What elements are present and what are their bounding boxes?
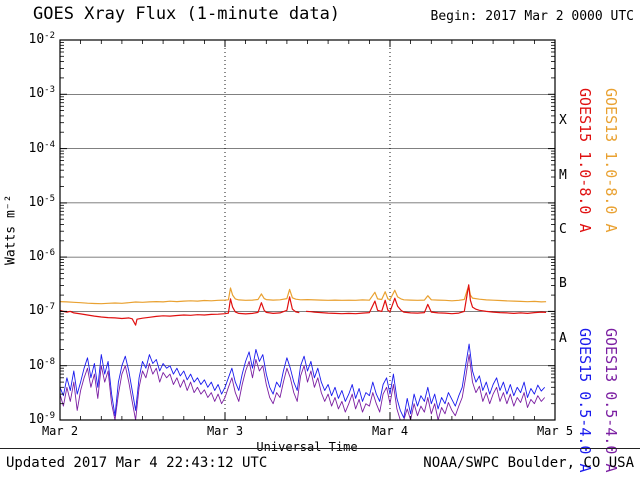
flare-class-label: C: [559, 222, 567, 237]
y-tick-label: 10-2: [28, 31, 56, 47]
series-label-goes13-short: GOES13 0.5-4.0 A: [602, 328, 620, 473]
series-label-goes13-long: GOES13 1.0-8.0 A: [602, 88, 620, 233]
x-tick-label: Mar 2: [41, 424, 79, 438]
y-tick-label: 10-6: [28, 248, 56, 265]
y-tick-label: 10-4: [28, 139, 56, 156]
updated-timestamp: Updated 2017 Mar 4 22:43:12 UTC: [6, 455, 268, 471]
y-tick-label: 10-7: [28, 302, 56, 319]
flare-class-label: A: [559, 330, 567, 346]
series-label-goes15-long: GOES15 1.0-8.0 A: [576, 88, 594, 233]
y-tick-label: 10-3: [28, 85, 56, 102]
x-tick-label: Mar 5: [536, 424, 574, 438]
chart-title: GOES Xray Flux (1-minute data): [33, 4, 341, 24]
y-tick-label: 10-9: [28, 411, 56, 427]
data-source: NOAA/SWPC Boulder, CO USA: [423, 455, 634, 471]
flare-class-label: B: [559, 276, 567, 292]
x-tick-label: Mar 4: [371, 424, 409, 438]
y-tick-label: 10-8: [28, 356, 56, 373]
flare-class-label: M: [559, 167, 567, 183]
flare-class-label: X: [559, 113, 567, 129]
footer-divider: [0, 448, 640, 449]
y-axis-label: Watts m⁻²: [3, 194, 19, 266]
x-axis-label: Universal Time: [256, 440, 358, 454]
y-tick-label: 10-5: [28, 193, 56, 210]
x-tick-label: Mar 3: [206, 424, 244, 438]
begin-timestamp: Begin: 2017 Mar 2 0000 UTC: [430, 9, 635, 24]
series-label-goes15-short: GOES15 0.5-4.0 A: [576, 328, 594, 473]
